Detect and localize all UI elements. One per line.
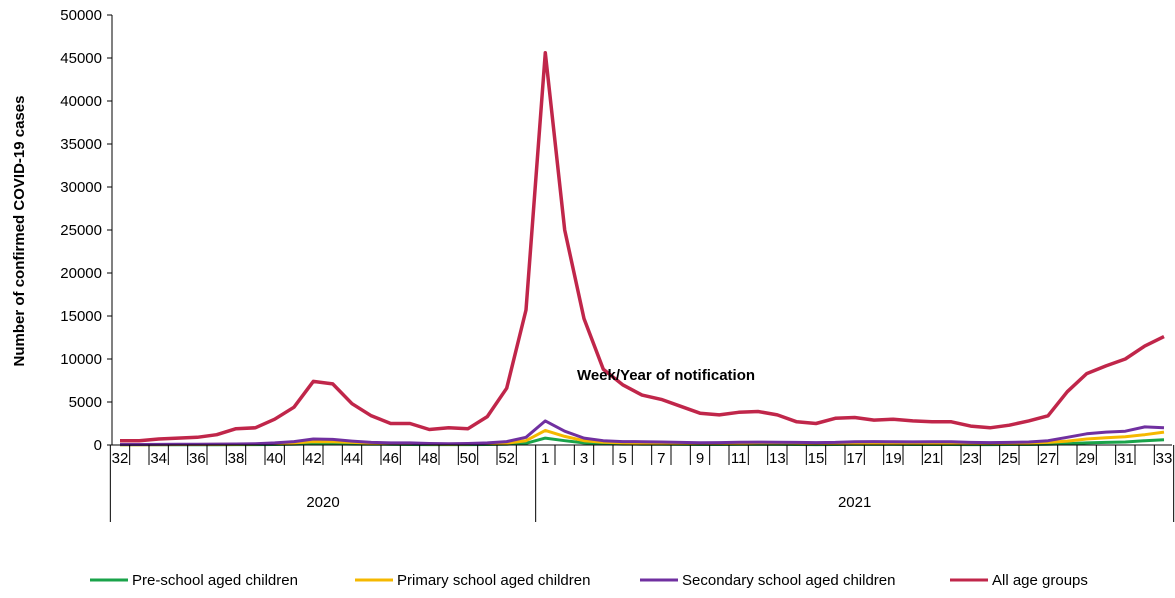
x-axis: 32 34 36 38 40 42 44 46 48 50 52 1 3 5 7 9 11 13 15 17 19 21 2… (109, 444, 1175, 522)
y-tick-label: 50000 (60, 7, 102, 24)
x-tick-label: 29 (1078, 450, 1095, 467)
x-tick-label: 52 (498, 450, 515, 467)
series-line-3 (120, 419, 1165, 446)
x-tick-label: 25 (1001, 450, 1018, 467)
y-tick-label: 20000 (60, 265, 102, 282)
x-tick-label: 44 (344, 450, 361, 467)
y-axis: 0 5000 10000 15000 20000 25000 30000 35000 40000… (60, 7, 113, 454)
x-tick-label: 23 (962, 450, 979, 467)
legend-label: Primary school aged children (397, 572, 590, 589)
x-tick-label: 5 (618, 450, 626, 467)
x-tick-label: 9 (696, 450, 704, 467)
legend: Pre-school aged children Primary school a… (90, 572, 1088, 589)
x-tick-label: 34 (150, 450, 167, 467)
x-axis-title: Week/Year of notification (577, 367, 755, 384)
y-tick-label: 40000 (60, 93, 102, 110)
legend-label: Pre-school aged children (132, 572, 298, 589)
x-tick-label: 19 (885, 450, 902, 467)
x-tick-label: 48 (421, 450, 438, 467)
x-tick-label: 40 (266, 450, 283, 467)
y-tick-label: 25000 (60, 222, 102, 239)
x-tick-label: 3 (580, 450, 588, 467)
x-tick-label: 11 (731, 450, 747, 467)
y-tick-label: 35000 (60, 136, 102, 153)
plot-area (120, 51, 1165, 447)
x-tick-label: 42 (305, 450, 322, 467)
y-tick-label: 30000 (60, 179, 102, 196)
legend-label: Secondary school aged children (682, 572, 895, 589)
x-tick-label: 31 (1117, 450, 1134, 467)
x-tick-label: 13 (769, 450, 786, 467)
x-tick-label: 1 (541, 450, 549, 467)
x-tick-label: 38 (228, 450, 245, 467)
x-tick-label: 7 (657, 450, 665, 467)
x-tick-label: 46 (382, 450, 399, 467)
legend-label: All age groups (992, 572, 1088, 589)
y-tick-label: 45000 (60, 50, 102, 67)
y-axis-title: Number of confirmed COVID-19 cases (11, 96, 28, 367)
y-tick-label: 0 (94, 437, 102, 454)
x-tick-label: 17 (846, 450, 863, 467)
x-tick-label: 21 (924, 450, 941, 467)
year-label: 2021 (838, 494, 871, 511)
y-tick-label: 5000 (69, 394, 102, 411)
x-tick-label: 36 (189, 450, 206, 467)
year-label: 2020 (306, 494, 339, 511)
x-tick-label: 33 (1156, 450, 1173, 467)
y-tick-label: 15000 (60, 308, 102, 325)
x-tick-label: 15 (808, 450, 825, 467)
y-tick-label: 10000 (60, 351, 102, 368)
series-line-4 (120, 51, 1165, 443)
x-tick-label: 50 (460, 450, 477, 467)
x-tick-label: 27 (1040, 450, 1057, 467)
x-tick-label: 32 (112, 450, 129, 467)
